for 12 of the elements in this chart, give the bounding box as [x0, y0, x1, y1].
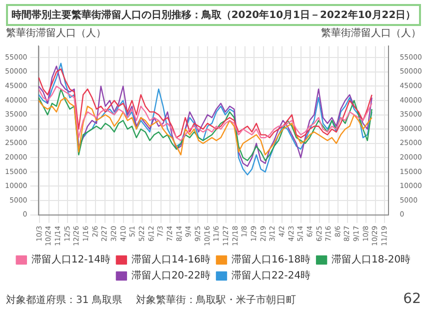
- text: 62: [403, 291, 421, 307]
- legend-label: 滞留人口14-16時: [131, 254, 211, 266]
- y2-axis-title: 繁華街滞留人口（人）: [321, 28, 421, 39]
- chart-title: 時間帯別主要繁華街滞留人口の日別推移：鳥取（2020年10月1日－2022年10月22日）: [6, 4, 421, 26]
- legend-label: 滞留人口22-24時: [232, 270, 311, 282]
- legend-label: 滞留人口16-18時: [232, 254, 311, 266]
- y-axis-title: 繁華街滞留人口（人）: [6, 28, 106, 39]
- legend-label: 滞留人口18-20時: [332, 254, 411, 266]
- text: 対象都道府県：31 鳥取県: [6, 294, 122, 307]
- text: 対象繁華街：鳥取駅・米子市朝日町: [136, 294, 296, 307]
- legend-label: 滞留人口20-22時: [131, 270, 211, 282]
- legend-label: 滞留人口12-14時: [31, 254, 110, 266]
